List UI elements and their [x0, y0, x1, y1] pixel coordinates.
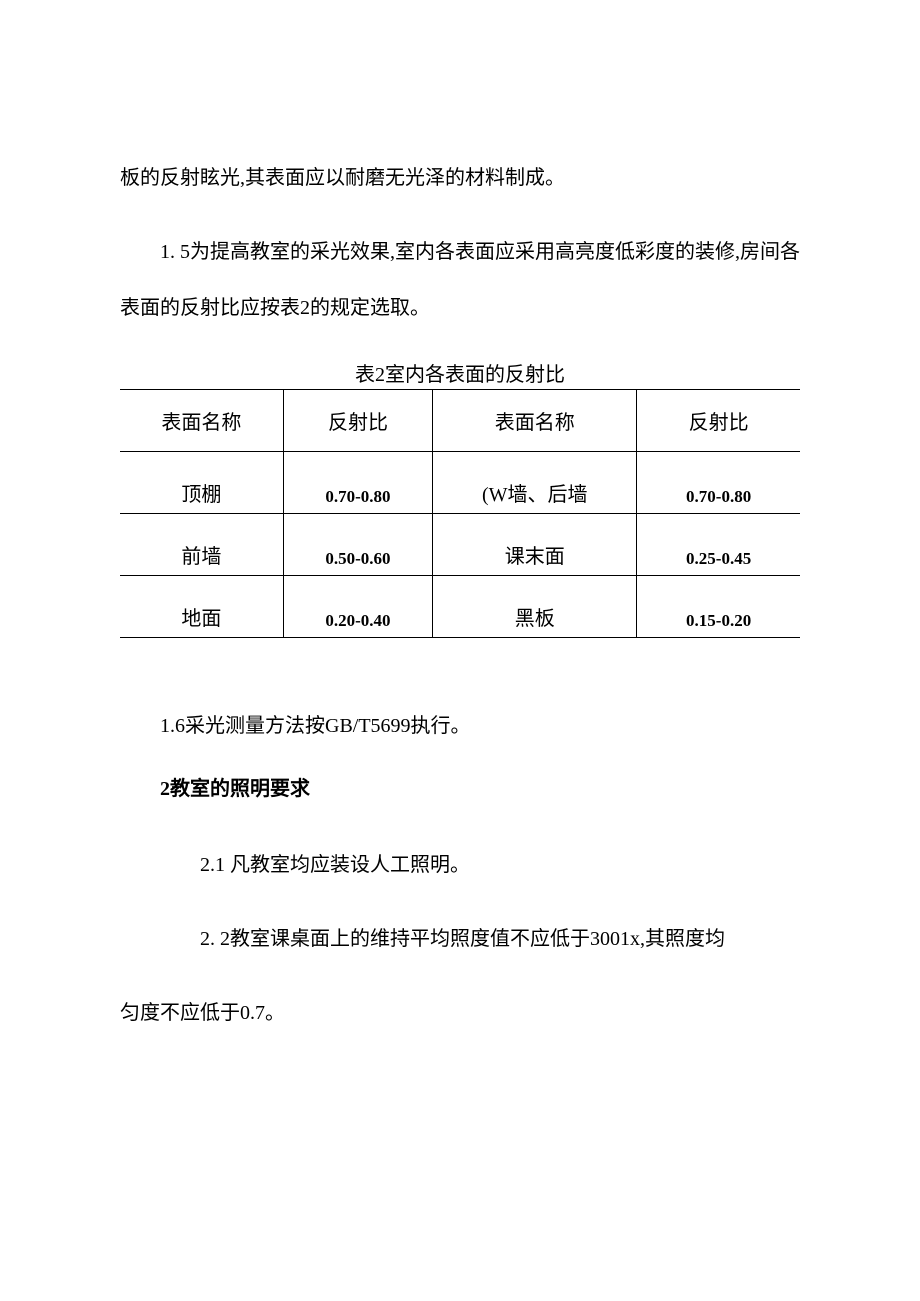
table-cell: 0.70-0.80 [283, 452, 433, 514]
table-row: 顶棚 0.70-0.80 (W墙、后墙 0.70-0.80 [120, 452, 800, 514]
table-cell: 0.70-0.80 [637, 452, 800, 514]
table-header: 表面名称 [433, 390, 637, 452]
paragraph-2-2: 2. 2教室课桌面上的维持平均照度值不应低于3001x,其照度均 [120, 911, 800, 967]
table-cell: 0.20-0.40 [283, 576, 433, 638]
table-cell: 顶棚 [120, 452, 283, 514]
paragraph-1-6: 1.6采光测量方法按GB/T5699执行。 [120, 698, 800, 754]
table-cell: 0.50-0.60 [283, 514, 433, 576]
table-row: 前墙 0.50-0.60 课末面 0.25-0.45 [120, 514, 800, 576]
item-number: 2. [160, 911, 215, 967]
table-header: 反射比 [637, 390, 800, 452]
paragraph-continuation: 板的反射眩光,其表面应以耐磨无光泽的材料制成。 [120, 150, 800, 206]
section-heading-2: 2教室的照明要求 [120, 772, 800, 801]
table-header-row: 表面名称 反射比 表面名称 反射比 [120, 390, 800, 452]
table-cell: 地面 [120, 576, 283, 638]
paragraph-2-1: 2.1 凡教室均应装设人工照明。 [120, 837, 800, 893]
table-cell: 0.25-0.45 [637, 514, 800, 576]
item-number: 2.1 [160, 837, 225, 893]
paragraph-2-2-continuation: 匀度不应低于0.7。 [120, 985, 800, 1041]
table-cell: 前墙 [120, 514, 283, 576]
table-cell: (W墙、后墙 [433, 452, 637, 514]
table-cell: 黑板 [433, 576, 637, 638]
table-caption: 表2室内各表面的反射比 [120, 358, 800, 387]
reflectance-table: 表面名称 反射比 表面名称 反射比 顶棚 0.70-0.80 (W墙、后墙 0.… [120, 389, 800, 638]
item-text: 2教室课桌面上的维持平均照度值不应低于3001x,其照度均 [220, 928, 725, 950]
table-header: 反射比 [283, 390, 433, 452]
table-header: 表面名称 [120, 390, 283, 452]
paragraph-1-5: 1. 5为提高教室的采光效果,室内各表面应采用高亮度低彩度的装修,房间各表面的反… [120, 224, 800, 336]
table-cell: 0.15-0.20 [637, 576, 800, 638]
item-text: 凡教室均应装设人工照明。 [230, 854, 470, 876]
table-cell: 课末面 [433, 514, 637, 576]
table-row: 地面 0.20-0.40 黑板 0.15-0.20 [120, 576, 800, 638]
